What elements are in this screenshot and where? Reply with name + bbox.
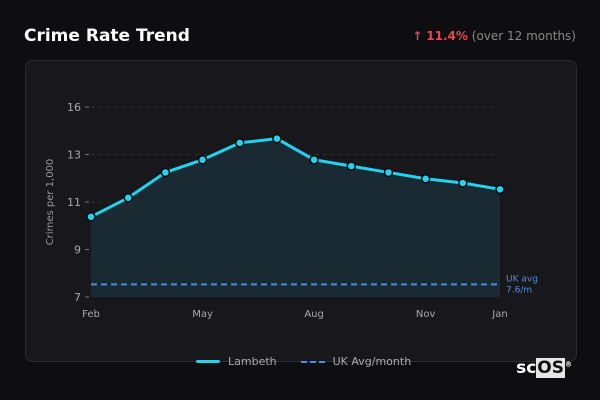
logo-text: OS bbox=[536, 358, 565, 378]
data-point bbox=[86, 212, 96, 222]
legend-swatch bbox=[196, 360, 220, 363]
data-point bbox=[123, 193, 133, 203]
arrow-up-icon: ↑ bbox=[412, 29, 423, 43]
x-tick-label: Feb bbox=[82, 309, 100, 320]
chart-title: Crime Rate Trend bbox=[24, 26, 190, 46]
data-point bbox=[234, 138, 245, 148]
legend-swatch bbox=[300, 360, 325, 363]
data-point bbox=[346, 161, 357, 171]
y-tick-label: 16 bbox=[67, 101, 81, 114]
data-point bbox=[495, 184, 505, 195]
change-note: (over 12 months) bbox=[471, 29, 576, 43]
data-point bbox=[272, 133, 282, 144]
data-point bbox=[197, 155, 208, 165]
x-tick-label: May bbox=[192, 309, 213, 320]
data-point bbox=[160, 167, 171, 178]
legend-item-uk-avg[interactable]: UK Avg/month bbox=[300, 355, 412, 368]
legend-label: Lambeth bbox=[228, 355, 277, 368]
legend-item-lambeth[interactable]: Lambeth bbox=[196, 355, 277, 368]
legend: Lambeth UK Avg/month bbox=[196, 355, 411, 368]
y-tick-label: 7 bbox=[74, 291, 81, 304]
x-tick-label: Jan bbox=[491, 309, 507, 320]
x-tick-label: Nov bbox=[416, 309, 436, 320]
legend-label: UK Avg/month bbox=[332, 355, 412, 368]
data-point bbox=[420, 174, 431, 184]
change-indicator: ↑ 11.4% (over 12 months) bbox=[412, 29, 576, 43]
data-point bbox=[309, 155, 319, 165]
y-tick-label: 9 bbox=[74, 244, 81, 257]
change-value: 11.4% bbox=[426, 29, 468, 43]
y-tick-label: 11 bbox=[67, 196, 81, 209]
data-point bbox=[383, 167, 394, 178]
scos-logo: scOS® bbox=[516, 358, 572, 378]
area-fill bbox=[91, 138, 500, 297]
logo-text: sc bbox=[516, 358, 537, 378]
y-axis-label: Crimes per 1,000 bbox=[45, 159, 56, 246]
y-tick-label: 13 bbox=[67, 149, 81, 162]
reference-label: UK avg bbox=[506, 274, 538, 284]
series-line-lambeth bbox=[90, 137, 501, 219]
x-tick-label: Aug bbox=[304, 309, 324, 320]
reference-label: 7.6/m bbox=[506, 285, 532, 295]
logo-mark: ® bbox=[565, 360, 572, 369]
data-point bbox=[458, 178, 468, 188]
